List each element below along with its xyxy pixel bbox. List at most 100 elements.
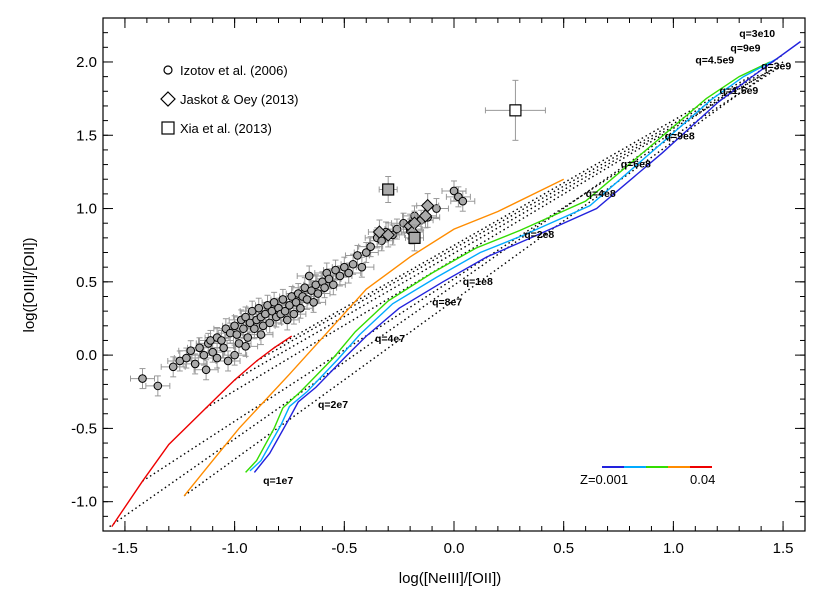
q-label: q=1e8	[463, 276, 493, 288]
q-label: q=4e7	[375, 333, 405, 345]
q-label: q=1.5e9	[719, 85, 758, 97]
izotov-point	[280, 306, 290, 316]
xia-point	[382, 183, 395, 196]
x-axis-title: log([NeIII]/[OII])	[399, 570, 502, 587]
izotov-point	[320, 283, 329, 292]
izotov-point	[324, 274, 334, 284]
dotted-line	[273, 76, 751, 349]
izotov-point	[199, 350, 209, 360]
izotov-point	[304, 271, 314, 281]
izotov-point	[291, 298, 301, 307]
y-tick-label: 1.0	[76, 201, 97, 218]
izotov-point	[232, 330, 242, 339]
q-label: q=9e8	[665, 131, 695, 143]
izotov-point	[241, 312, 250, 322]
izotov-point	[256, 330, 266, 339]
izotov-point	[340, 262, 349, 272]
legend-diamond-icon	[160, 91, 176, 107]
izotov-point	[239, 324, 248, 334]
izotov-point	[254, 303, 264, 313]
legend-circle-icon	[163, 65, 173, 75]
model-curve	[183, 178, 565, 497]
legend-label: Jaskot & Oey (2013)	[180, 92, 299, 107]
dotted-line	[205, 68, 773, 409]
izotov-point	[230, 350, 239, 360]
q-label: q=1e7	[263, 475, 293, 487]
legend-label: Xia et al. (2013)	[180, 121, 272, 136]
izotov-point	[212, 353, 222, 363]
y-tick-label: 1.5	[76, 127, 97, 144]
x-tick-label: 0.5	[553, 540, 574, 557]
jaskot-point	[418, 209, 433, 223]
izotov-point	[313, 289, 323, 298]
izotov-point	[208, 347, 217, 357]
y-tick-label: 0.5	[76, 274, 97, 291]
izotov-point	[217, 336, 226, 345]
model-curves	[111, 40, 802, 527]
dotted-line	[183, 61, 784, 497]
izotov-point	[331, 265, 340, 275]
xia-point	[509, 104, 522, 117]
izotov-point	[186, 346, 196, 356]
q-label: q=9e9	[730, 43, 760, 55]
izotov-point	[168, 362, 178, 372]
y-tick-label: -0.5	[71, 420, 97, 437]
izotov-point	[138, 374, 147, 383]
legend: Izotov et al. (2006) Jaskot & Oey (2013) X…	[160, 63, 299, 136]
izotov-point	[243, 333, 253, 342]
izotov-point	[230, 321, 239, 331]
axes: -1.5 -1.0 -0.5 0.0 0.5 1.0 1.5 -1.0 -0.5 0.0 0.5 1.…	[71, 17, 806, 557]
colorbar-min-label: Z=0.001	[580, 472, 628, 487]
legend-label: Izotov et al. (2006)	[180, 63, 288, 78]
izotov-point	[329, 280, 338, 290]
izotov-point	[278, 295, 288, 304]
izotov-point	[241, 342, 250, 351]
jaskot-point	[420, 198, 435, 213]
x-tick-label: 0.0	[444, 540, 465, 557]
izotov-point	[201, 365, 211, 375]
dotted-line	[234, 68, 773, 381]
q-label: q=3e9	[761, 60, 791, 72]
x-tick-label: -1.0	[222, 540, 248, 557]
izotov-point	[195, 343, 204, 353]
izotov-point	[344, 268, 354, 278]
xia-point	[408, 231, 421, 244]
model-curve	[111, 335, 293, 527]
q-label: q=2e8	[524, 229, 554, 241]
izotov-point	[449, 186, 459, 196]
colorbar: Z=0.001 0.04	[580, 466, 715, 487]
x-tick-label: -0.5	[331, 540, 357, 557]
izotov-point	[458, 196, 468, 206]
x-tick-label: 1.0	[663, 540, 684, 557]
izotov-point	[335, 271, 345, 281]
y-tick-label: 2.0	[76, 54, 97, 71]
izotov-point	[348, 259, 358, 269]
q-label: q=8e7	[432, 296, 462, 308]
model-curve	[245, 61, 771, 473]
x-tick-label: -1.5	[112, 540, 138, 557]
legend-square-icon	[161, 121, 175, 135]
izotov-point	[296, 303, 305, 313]
q-label: q=3e10	[739, 28, 775, 40]
colorbar-max-label: 0.04	[690, 472, 715, 487]
izotov-point	[265, 318, 275, 328]
q-label: q=6e8	[621, 159, 651, 171]
dotted-line	[109, 54, 784, 528]
izotov-point	[309, 298, 318, 307]
izotov-point	[357, 262, 367, 272]
izotov-point	[353, 251, 362, 260]
q-label: q=2e7	[318, 399, 348, 411]
y-tick-label: -1.0	[71, 494, 97, 511]
y-axis-title: log([OIII]/[OII])	[21, 237, 38, 332]
jaskot-point	[381, 228, 395, 242]
y-tick-label: 0.0	[76, 347, 97, 364]
izotov-point	[361, 248, 371, 257]
izotov-point	[153, 381, 163, 391]
izotov-point	[219, 343, 228, 353]
observations	[129, 79, 546, 397]
izotov-point	[269, 298, 279, 307]
izotov-point	[289, 309, 299, 319]
izotov-point	[250, 324, 259, 334]
